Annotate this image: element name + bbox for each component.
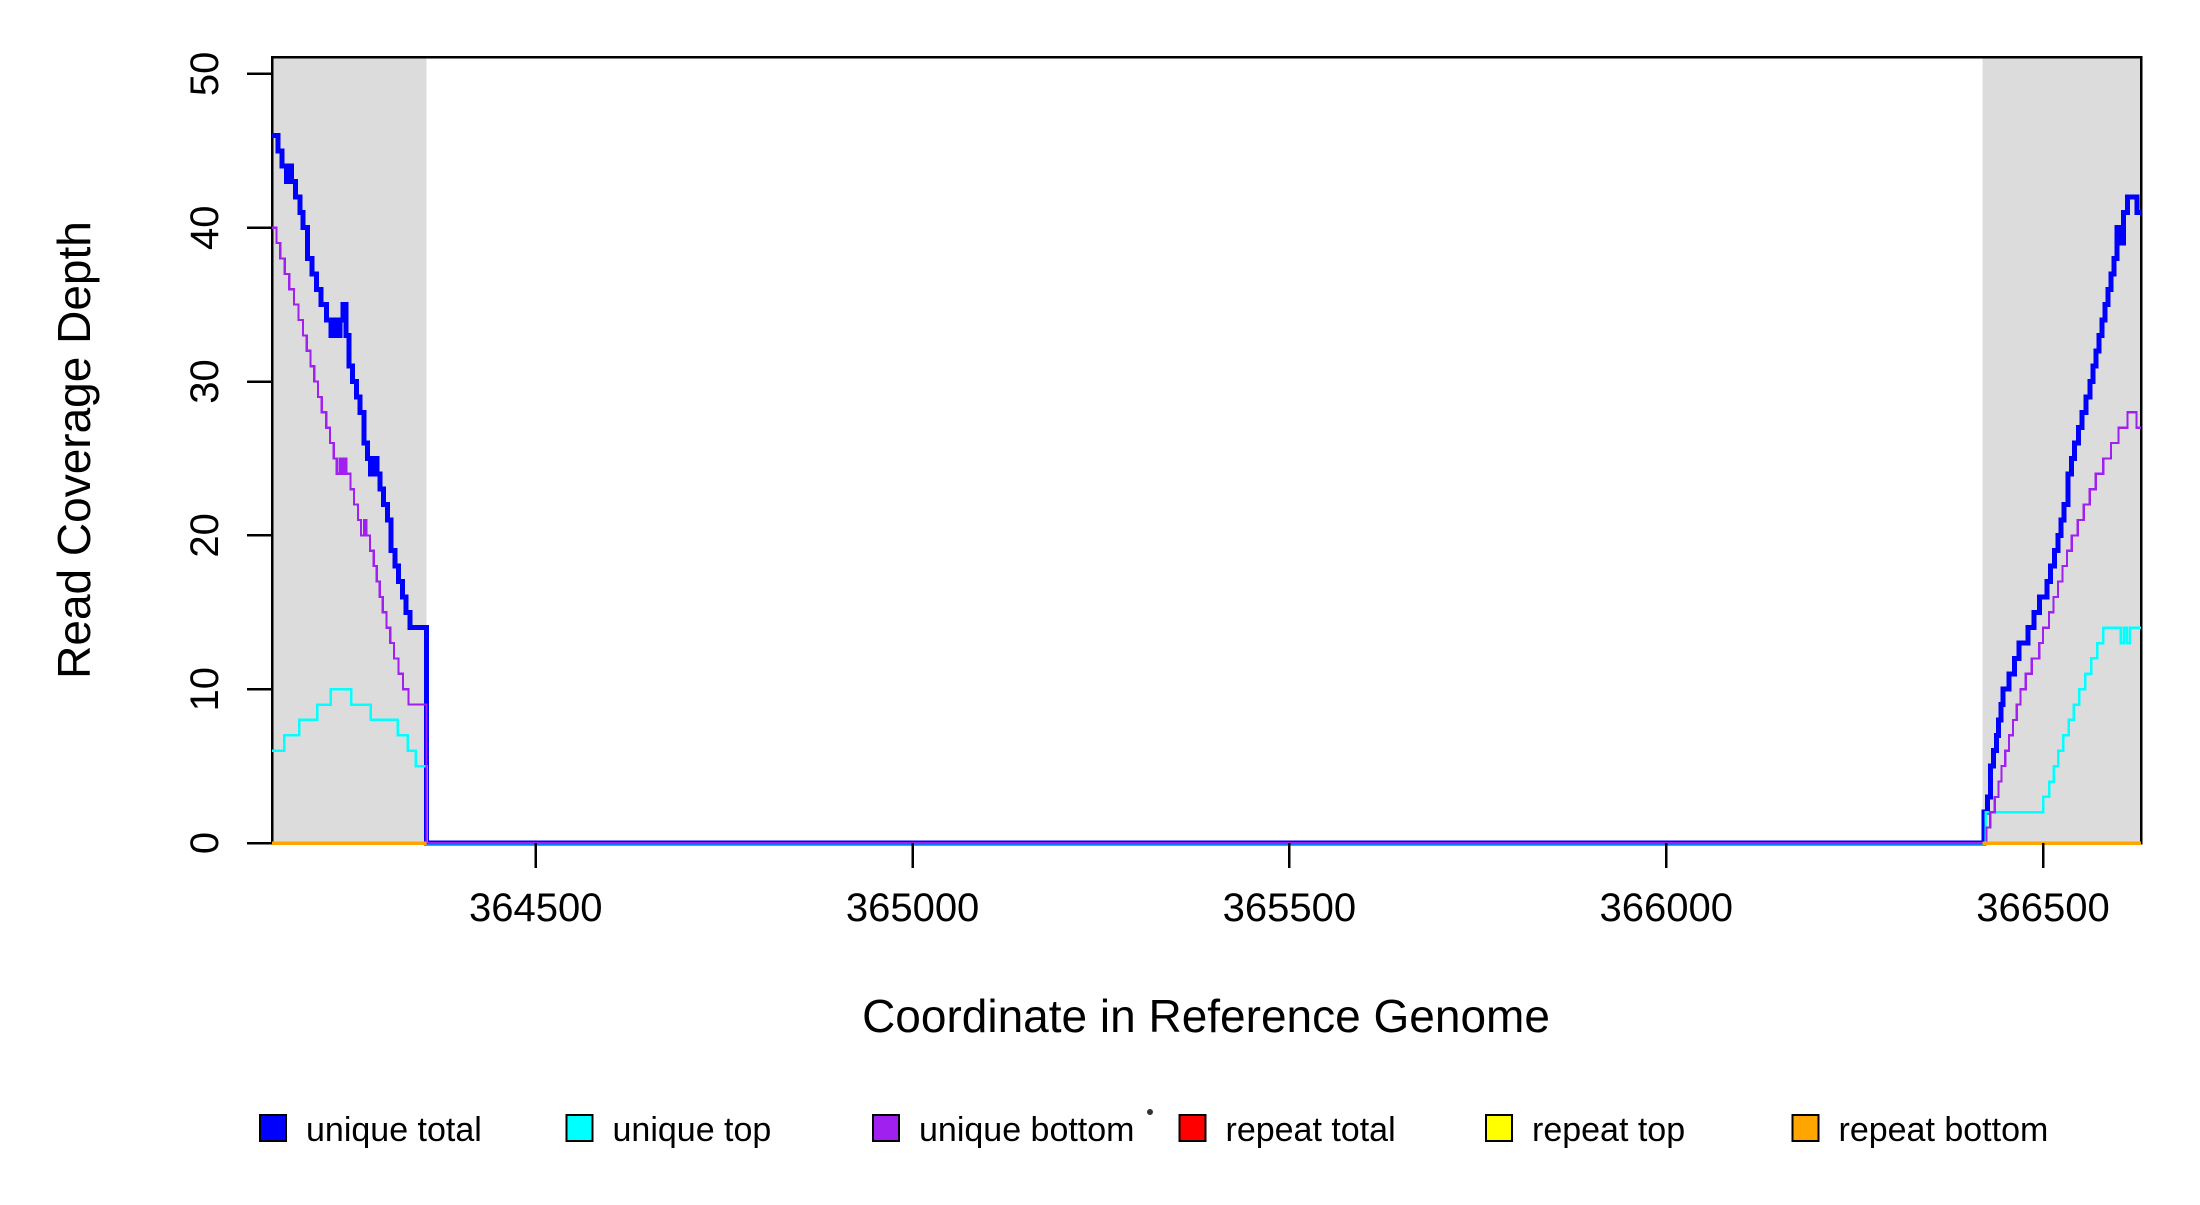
stray-dot: [1147, 1109, 1153, 1115]
legend-swatch-repeat-top: [1485, 1114, 1513, 1142]
series-layer: [272, 132, 2141, 846]
legend-item-unique-bottom: unique bottom: [872, 1111, 1135, 1149]
y-axis: 0 10 20 30 40 50: [183, 52, 272, 854]
y-tick-label: 40: [183, 205, 227, 250]
y-tick-label: 0: [183, 832, 227, 854]
x-tick-label: 364500: [469, 886, 602, 930]
legend-swatch-repeat-bottom: [1791, 1114, 1820, 1142]
y-tick-label: 30: [183, 359, 227, 404]
x-axis: 364500 365000 365500 366000 366500: [469, 843, 2110, 930]
legend-swatch-repeat-total: [1178, 1114, 1207, 1142]
series-unique-bottom: [272, 226, 2141, 845]
y-axis-title: Read Coverage Depth: [48, 221, 100, 679]
x-tick-label: 365000: [846, 886, 979, 930]
legend-label: unique total: [306, 1111, 482, 1149]
legend-label: repeat bottom: [1839, 1111, 2049, 1149]
legend-swatch-unique-total: [259, 1114, 287, 1142]
legend-item-repeat-bottom: repeat bottom: [1791, 1111, 2049, 1149]
y-tick-label: 10: [183, 667, 227, 712]
legend-swatch-unique-top: [565, 1114, 594, 1142]
legend-label: unique bottom: [919, 1111, 1135, 1149]
legend: unique total unique top unique bottom repea…: [259, 1109, 2049, 1149]
legend-label: repeat top: [1532, 1111, 1685, 1149]
legend-item-unique-total: unique total: [259, 1111, 482, 1149]
legend-swatch-unique-bottom: [872, 1114, 900, 1142]
legend-item-repeat-total: repeat total: [1178, 1111, 1396, 1149]
highlight-band-left: [272, 57, 427, 843]
x-tick-label: 366500: [1976, 886, 2109, 930]
series-unique-top: [272, 626, 2141, 845]
highlight-band-right: [1982, 57, 2141, 843]
legend-label: repeat total: [1226, 1111, 1396, 1149]
x-axis-title: Coordinate in Reference Genome: [862, 990, 1550, 1042]
y-tick-label: 20: [183, 513, 227, 558]
x-tick-label: 366000: [1599, 886, 1732, 930]
legend-item-unique-top: unique top: [565, 1111, 772, 1149]
legend-item-repeat-top: repeat top: [1485, 1111, 1685, 1149]
x-tick-label: 365500: [1223, 886, 1356, 930]
legend-label: unique top: [613, 1111, 772, 1149]
y-tick-label: 50: [183, 52, 227, 97]
